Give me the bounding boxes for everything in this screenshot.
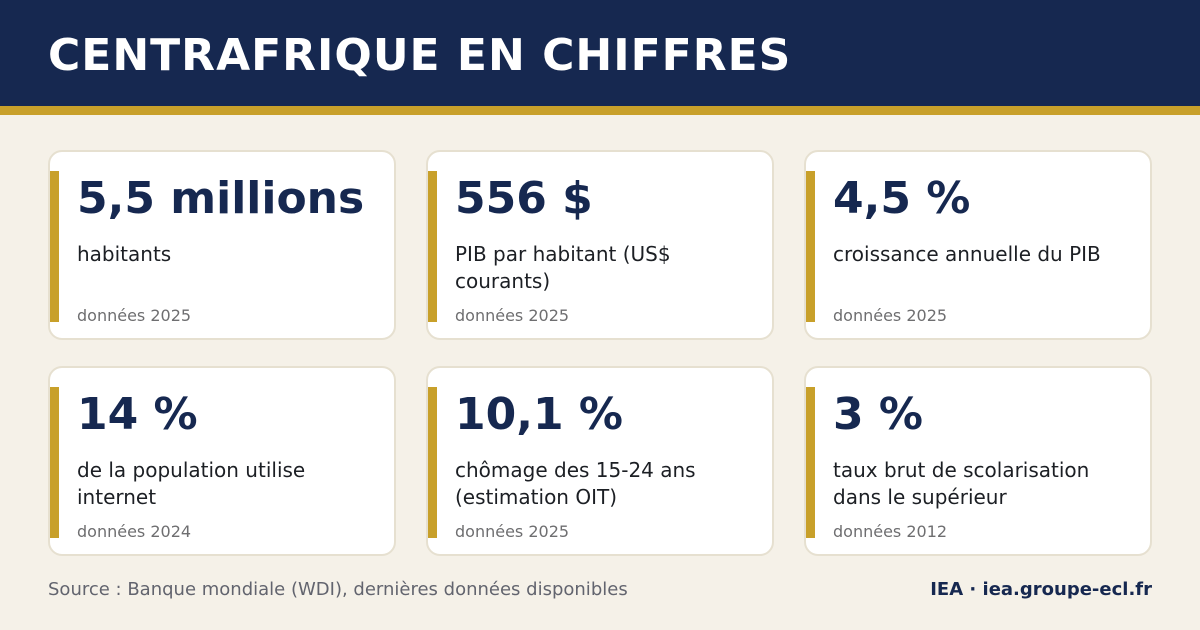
card-accent-bar xyxy=(428,387,437,538)
card-accent-bar xyxy=(806,171,815,322)
stat-value: 14 % xyxy=(77,389,198,440)
stat-label: habitants xyxy=(77,242,172,266)
stat-label: taux brut de scolarisation dans le supér… xyxy=(833,458,1090,509)
stat-year: données 2025 xyxy=(833,306,948,325)
stat-year: données 2024 xyxy=(77,522,192,541)
stat-year: données 2025 xyxy=(455,522,570,541)
stat-label: chômage des 15-24 ans (estimation OIT) xyxy=(455,458,696,509)
stat-label: de la population utilise internet xyxy=(77,458,306,509)
page-title: CENTRAFRIQUE EN CHIFFRES xyxy=(48,30,792,81)
brand-link[interactable]: IEA · iea.groupe-ecl.fr xyxy=(930,579,1152,600)
stat-year: données 2012 xyxy=(833,522,948,541)
stats-grid: 5,5 millions habitants données 2025 556 … xyxy=(48,150,1153,556)
card-accent-bar xyxy=(50,387,59,538)
card-accent-bar xyxy=(428,171,437,322)
stat-card-youth-unemployment: 10,1 % chômage des 15-24 ans (estimation… xyxy=(426,366,774,556)
stat-year: données 2025 xyxy=(77,306,192,325)
stat-card-tertiary-enrollment: 3 % taux brut de scolarisation dans le s… xyxy=(804,366,1152,556)
stat-card-internet-use: 14 % de la population utilise internet d… xyxy=(48,366,396,556)
stat-value: 5,5 millions xyxy=(77,173,365,224)
stat-value: 3 % xyxy=(833,389,924,440)
header-banner: CENTRAFRIQUE EN CHIFFRES xyxy=(0,0,1200,106)
stat-label: PIB par habitant (US$ courants) xyxy=(455,242,671,293)
stat-card-population: 5,5 millions habitants données 2025 xyxy=(48,150,396,340)
stat-value: 556 $ xyxy=(455,173,593,224)
source-note: Source : Banque mondiale (WDI), dernière… xyxy=(48,579,628,600)
stat-year: données 2025 xyxy=(455,306,570,325)
stat-label: croissance annuelle du PIB xyxy=(833,242,1101,266)
card-accent-bar xyxy=(50,171,59,322)
stat-value: 10,1 % xyxy=(455,389,623,440)
header-divider xyxy=(0,106,1200,115)
card-accent-bar xyxy=(806,387,815,538)
stat-card-gdp-per-capita: 556 $ PIB par habitant (US$ courants) do… xyxy=(426,150,774,340)
stat-card-gdp-growth: 4,5 % croissance annuelle du PIB données… xyxy=(804,150,1152,340)
stat-value: 4,5 % xyxy=(833,173,971,224)
